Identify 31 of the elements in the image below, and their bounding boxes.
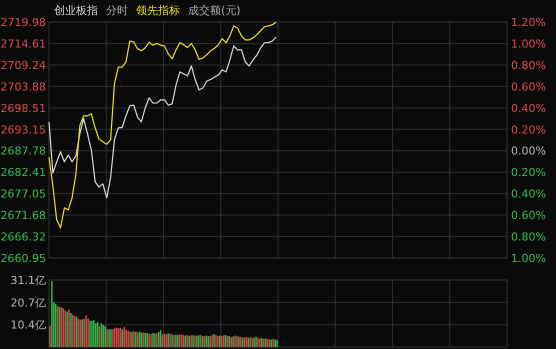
y-tick-label: 2719.98 — [0, 16, 46, 29]
y-tick-label: 2698.51 — [0, 102, 46, 115]
y-tick-label: 31.1亿 — [10, 274, 46, 287]
y-tick-label: 2671.68 — [0, 209, 46, 222]
y2-tick-label: 1.00% — [511, 37, 546, 50]
text: 创业板指 — [54, 4, 98, 17]
y2-tick-label: 1.20% — [511, 16, 546, 29]
y-tick-label: 2687.78 — [0, 144, 46, 158]
y-tick-label: 10.4亿 — [10, 318, 46, 332]
y-tick-label: 2682.41 — [0, 166, 46, 180]
y-tick-label: 20.7亿 — [10, 296, 46, 310]
y2-tick-label: 0.60% — [511, 209, 546, 222]
y2-tick-label: 1.00% — [511, 252, 546, 265]
y2-tick-label: 0.80% — [511, 230, 546, 244]
y2-tick-label: 0.00% — [511, 144, 546, 158]
y-tick-label: 2677.05 — [0, 188, 46, 201]
text: 成交额(元) — [188, 4, 241, 17]
text: 分时 — [106, 4, 128, 17]
text: 领先指标 — [136, 4, 180, 17]
y-tick-label: 2693.15 — [0, 123, 46, 136]
y-tick-label: 2709.24 — [0, 58, 46, 72]
y2-tick-label: 0.20% — [511, 123, 546, 136]
y2-tick-label: 0.80% — [511, 58, 546, 72]
y2-tick-label: 0.20% — [511, 166, 546, 180]
y2-tick-label: 0.40% — [511, 188, 546, 201]
y2-tick-label: 0.60% — [511, 80, 546, 94]
y2-tick-label: 0.40% — [511, 102, 546, 115]
y-tick-label: 2703.88 — [0, 80, 46, 94]
y-tick-label: 2660.95 — [0, 252, 46, 265]
y-tick-label: 2714.61 — [0, 37, 46, 50]
y-tick-label: 2666.32 — [0, 230, 46, 244]
